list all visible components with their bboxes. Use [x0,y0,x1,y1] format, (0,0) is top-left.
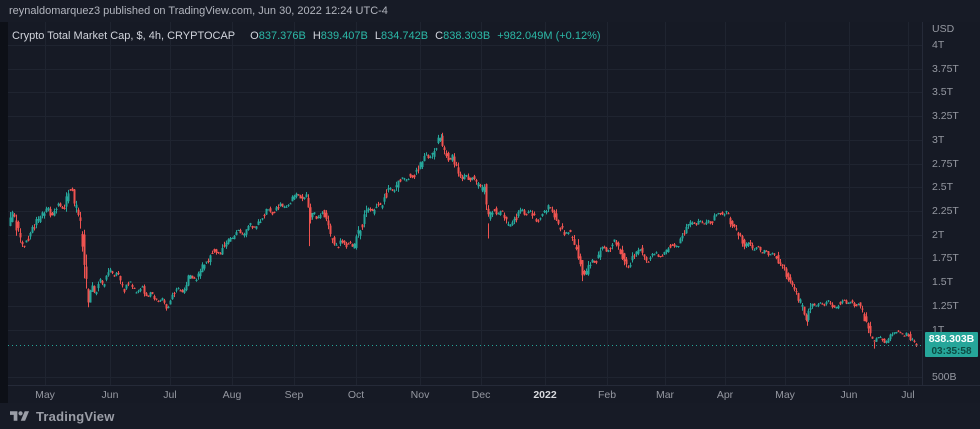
price-tick-label: 3.75T [932,62,959,75]
time-tick-label: May [35,389,55,401]
footer-bar: TradingView [0,403,980,429]
symbol-title[interactable]: Crypto Total Market Cap, $, 4h, CRYPTOCA… [12,30,236,42]
ohlc-values: O837.376B H839.407B L834.742B C838.303B [243,30,490,42]
publish-info-bar: reynaldomarquez3 published on TradingVie… [0,0,980,22]
ohlc-value: 838.303B [443,30,491,42]
price-tick-label: 1.5T [932,276,954,289]
time-axis-border [8,385,980,386]
price-tick-label: 2.5T [932,181,954,194]
time-tick-label: Sep [284,389,304,401]
price-tick-label: 4T [932,39,945,51]
last-price-value: 838.303B [928,333,975,346]
publish-info-text: reynaldomarquez3 published on TradingVie… [9,5,388,17]
tradingview-brand[interactable]: TradingView [36,408,115,424]
time-tick-label: Jun [101,389,119,401]
price-tick-label: 3.5T [932,86,954,99]
time-axis-background [8,386,980,403]
price-tick-label: 2T [932,228,945,241]
change-value: +982.049M (+0.12%) [497,30,601,42]
price-tick-label: 1.25T [932,299,959,312]
chart-legend[interactable]: Crypto Total Market Cap, $, 4h, CRYPTOCA… [12,29,601,43]
time-tick-label: Jul [163,389,177,401]
time-tick-label: Jul [901,389,915,401]
ohlc-value: 834.742B [381,30,429,42]
tradingview-logo-icon[interactable] [10,409,29,424]
price-tick-label: 3T [932,133,945,146]
price-tick-label: 500B [932,371,957,384]
time-tick-label: Mar [655,389,675,401]
time-tick-label: 2022 [533,389,557,401]
time-tick-label: May [775,389,795,401]
time-tick-label: Feb [597,389,617,401]
bar-countdown: 03:35:58 [931,346,972,358]
price-tick-label: 2.75T [932,157,959,170]
ohlc-letter: H [312,30,321,42]
ohlc-letter: C [435,30,444,42]
ohlc-value: 837.376B [258,30,306,42]
price-tick-label: 2.25T [932,205,959,218]
time-tick-label: Jun [840,389,858,401]
price-tick-label: 1.75T [932,252,959,265]
time-tick-label: Aug [222,389,242,401]
ohlc-value: 839.407B [320,30,368,42]
candlestick-chart[interactable] [8,22,922,385]
time-tick-label: Nov [410,389,430,401]
ohlc-letter: O [250,30,259,42]
time-tick-label: Apr [716,389,734,401]
ohlc-letter: L [374,30,382,42]
price-tick-label: 3.25T [932,110,959,123]
price-axis-border [922,22,923,403]
last-price-label: 838.303B 03:35:58 [925,332,978,358]
time-tick-label: Oct [347,389,365,401]
price-axis-unit: USD [932,23,955,35]
time-tick-label: Dec [471,389,491,401]
